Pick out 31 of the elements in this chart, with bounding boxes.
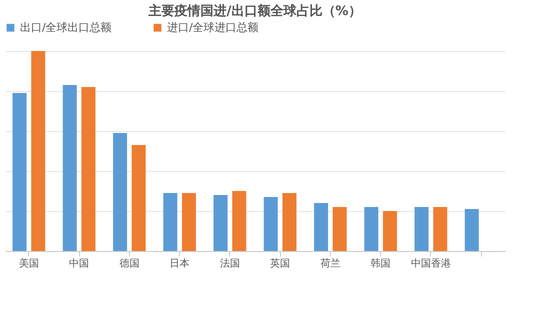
bar	[12, 93, 27, 251]
x-tick-label: 中国香港	[410, 258, 451, 270]
x-tick-label: 法国	[220, 258, 240, 270]
chart-title: 主要疫情国进/出口额全球占比（%）	[148, 3, 362, 19]
bar	[62, 85, 77, 251]
bar	[332, 207, 347, 251]
bar	[433, 207, 448, 251]
legend-label: 出口/全球出口总额	[20, 20, 112, 34]
bar	[163, 193, 178, 251]
legend-label: 进口/全球进口总额	[167, 20, 259, 34]
bar	[81, 87, 96, 251]
bar	[464, 209, 479, 251]
bar	[214, 195, 228, 251]
bar	[264, 197, 278, 251]
x-tick-label: 荷兰	[320, 258, 340, 270]
bar	[364, 207, 378, 251]
x-tick-label: 德国	[119, 258, 140, 270]
bar	[414, 207, 429, 251]
x-tick-label: 韩国	[370, 258, 391, 270]
bar	[113, 133, 128, 251]
bar	[132, 145, 146, 251]
bar	[182, 193, 196, 251]
x-tick-label: 英国	[270, 258, 290, 270]
x-tick-label: 日本	[170, 258, 190, 270]
x-tick-label: 美国	[18, 258, 39, 270]
bar	[314, 203, 328, 251]
x-tick-label: 中国	[69, 258, 90, 270]
bar	[31, 51, 46, 251]
bar	[382, 211, 397, 251]
bar	[282, 193, 296, 251]
bar	[232, 191, 246, 251]
